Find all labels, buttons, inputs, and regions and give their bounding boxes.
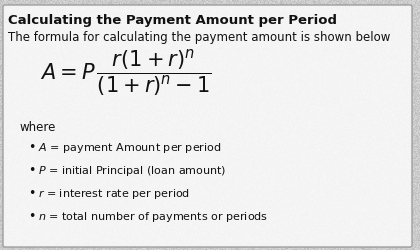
Text: •: • — [28, 186, 35, 199]
Text: •: • — [28, 209, 35, 222]
Text: $A$ = payment Amount per period: $A$ = payment Amount per period — [38, 140, 221, 154]
Text: $r$ = interest rate per period: $r$ = interest rate per period — [38, 186, 190, 200]
Text: •: • — [28, 163, 35, 176]
Text: •: • — [28, 140, 35, 153]
Text: $A = P\,\dfrac{r(1+r)^{n}}{(1+r)^{n}-1}$: $A = P\,\dfrac{r(1+r)^{n}}{(1+r)^{n}-1}$ — [40, 47, 212, 98]
Text: $n$ = total number of payments or periods: $n$ = total number of payments or period… — [38, 209, 268, 223]
Text: The formula for calculating the payment amount is shown below: The formula for calculating the payment … — [8, 31, 390, 44]
Text: $P$ = initial Principal (loan amount): $P$ = initial Principal (loan amount) — [38, 163, 226, 177]
FancyBboxPatch shape — [3, 6, 412, 247]
Text: where: where — [20, 120, 56, 134]
Text: Calculating the Payment Amount per Period: Calculating the Payment Amount per Perio… — [8, 14, 337, 27]
